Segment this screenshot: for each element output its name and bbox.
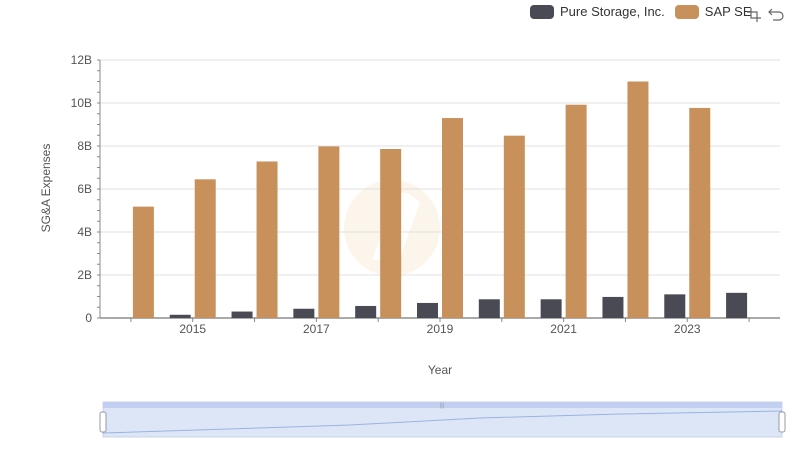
y-tick-label: 12B [71,53,92,67]
y-axis-title: SG&A Expenses [39,144,53,233]
data-zoom-slider[interactable]: ||| [99,401,786,438]
y-tick-label: 8B [77,139,92,153]
bar-sap-2023[interactable] [689,107,711,318]
bar-sap-2015[interactable] [194,179,216,318]
restore-icon[interactable] [768,7,784,23]
zoom-grip-icon[interactable]: ||| [440,403,445,409]
bar-pure-storage-2019[interactable] [417,302,438,318]
bar-pure-storage-2015[interactable] [169,314,191,318]
x-tick-label: 2019 [427,322,454,336]
bar-sap-2022[interactable] [627,81,649,319]
bar-sap-2018[interactable] [380,149,402,318]
bar-pure-storage-2024[interactable] [726,292,748,318]
x-tick-label: 2021 [550,322,577,336]
x-tick-label: 2017 [303,322,330,336]
x-tick-label: 2015 [179,322,206,336]
y-tick-label: 4B [77,225,92,239]
legend-label-sap: SAP SE [704,4,752,19]
y-tick-label: 0 [85,311,92,325]
bar-sap-2021[interactable] [565,104,587,318]
bar-sap-2017[interactable] [318,146,340,318]
bar-sap-2020[interactable] [503,135,525,318]
bar-pure-storage-2021[interactable] [540,299,562,318]
x-axis-title: Year [428,363,452,377]
bar-pure-storage-2016[interactable] [231,311,253,318]
legend-label-pure-storage: Pure Storage, Inc. [560,4,665,19]
x-tick-label: 2023 [674,322,701,336]
bar-pure-storage-2018[interactable] [355,305,377,318]
bars [107,81,748,319]
bar-sap-2019[interactable] [442,118,463,318]
y-tick-label: 10B [71,96,92,110]
zoom-slider-preview-line [102,410,783,434]
y-tick-label: 6B [77,182,92,196]
bar-pure-storage-2022[interactable] [602,296,624,318]
legend-item-pure-storage[interactable]: Pure Storage, Inc. [530,4,665,19]
y-axis: 0 2B 4B 6B 8B 10B 12B [71,53,101,325]
bar-pure-storage-2023[interactable] [664,294,686,318]
toolbox [746,7,784,23]
zoom-slider-top-bar[interactable] [103,402,782,408]
y-tick-label: 2B [77,268,92,282]
x-axis: 2015 2017 2019 2021 2023 [130,318,750,336]
bar-sap-2014[interactable] [132,206,154,318]
zoom-handle-right[interactable] [778,411,786,433]
legend-swatch-pure-storage [530,4,554,19]
zoom-icon[interactable] [746,7,762,23]
bar-pure-storage-2017[interactable] [293,308,315,318]
bar-sap-2016[interactable] [256,161,278,318]
zoom-handle-left[interactable] [99,411,107,433]
legend-item-sap[interactable]: SAP SE [674,4,752,19]
legend: Pure Storage, Inc. SAP SE [530,4,752,19]
bar-pure-storage-2020[interactable] [478,299,500,318]
legend-swatch-sap [674,4,699,19]
